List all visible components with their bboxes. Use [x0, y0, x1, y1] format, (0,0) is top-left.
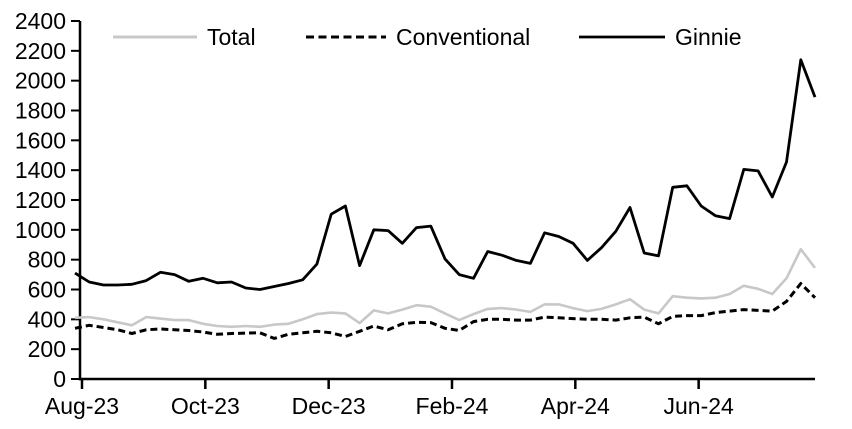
y-axis-tick-label: 2400: [15, 8, 66, 34]
x-axis-tick-label: Oct-23: [171, 393, 240, 419]
legend-label-ginnie: Ginnie: [675, 24, 742, 50]
x-axis-tick-label: Aug-23: [45, 393, 119, 419]
y-axis-tick-label: 1000: [15, 217, 66, 243]
y-axis-tick-label: 600: [28, 277, 66, 303]
y-axis-tick-label: 200: [28, 336, 66, 362]
y-axis-tick-label: 400: [28, 306, 66, 332]
y-axis-tick-label: 1200: [15, 187, 66, 213]
x-axis-tick-label: Dec-23: [292, 393, 366, 419]
y-axis-tick-label: 2200: [15, 38, 66, 64]
y-axis-tick-label: 1400: [15, 157, 66, 183]
x-axis-tick-label: Jun-24: [663, 393, 734, 419]
legend-label-total: Total: [207, 24, 256, 50]
y-axis-tick-label: 0: [53, 366, 66, 392]
conventional-dashed-line-icon: [306, 35, 386, 39]
total-line-icon: [113, 35, 197, 39]
y-axis-tick-label: 2000: [15, 68, 66, 94]
legend-item-ginnie: Ginnie: [578, 24, 741, 50]
series-line-total: [74, 247, 817, 329]
series-line-ginnie: [74, 58, 817, 291]
legend-label-conventional: Conventional: [396, 24, 531, 50]
y-axis-tick-label: 800: [28, 247, 66, 273]
x-axis-tick-label: Apr-24: [541, 393, 610, 419]
legend-item-conventional: Conventional: [305, 24, 530, 50]
x-axis-tick-label: Feb-24: [416, 393, 489, 419]
legend-item-total: Total: [112, 24, 256, 50]
y-axis-tick-label: 1800: [15, 98, 66, 124]
ginnie-line-icon: [579, 35, 665, 39]
y-axis-tick-label: 1600: [15, 127, 66, 153]
series-line-conventional: [74, 282, 817, 340]
